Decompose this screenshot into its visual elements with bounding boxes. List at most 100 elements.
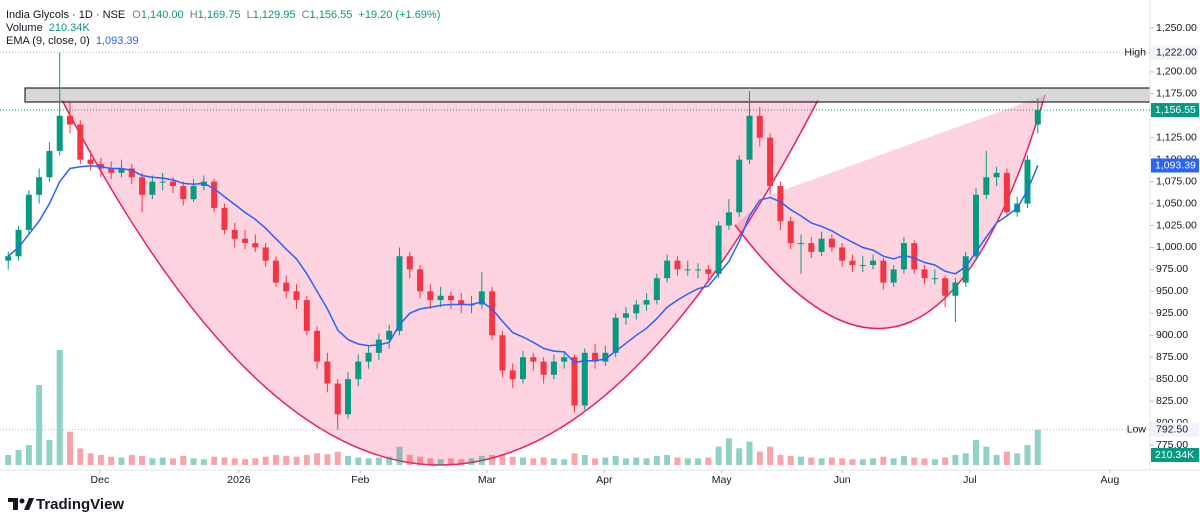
candle-body	[530, 357, 537, 362]
candle-body	[746, 115, 753, 160]
cup-curve	[61, 99, 819, 466]
candle-body	[180, 186, 187, 200]
volume-bar	[417, 456, 424, 465]
candle-body	[334, 383, 341, 415]
volume-bar	[231, 458, 238, 465]
volume-bar	[684, 458, 691, 465]
candle-body	[828, 238, 835, 248]
volume-bar	[478, 455, 485, 465]
candle-body	[25, 194, 32, 230]
volume-bar	[303, 455, 310, 465]
candle-body	[705, 269, 712, 274]
candle-body	[520, 357, 527, 380]
volume-bar	[139, 455, 146, 465]
candle-body	[252, 243, 259, 248]
legend-name: Volume	[6, 22, 43, 34]
volume-bar	[190, 458, 197, 465]
volume-bar	[324, 454, 331, 465]
candle-body	[149, 181, 156, 195]
volume-bar	[447, 458, 454, 465]
candle-body	[983, 177, 990, 195]
logo-mark	[19, 498, 25, 504]
candle-body	[417, 269, 424, 292]
volume-bar	[622, 458, 629, 465]
candle-body	[15, 229, 22, 257]
candle-body	[324, 361, 331, 384]
resistance-zone	[24, 87, 1151, 103]
volume-bar	[25, 445, 32, 465]
ohlc-value: 1,156.55	[310, 9, 353, 21]
volume-bar	[983, 446, 990, 465]
candle-body	[839, 247, 846, 261]
candle-body	[128, 168, 135, 178]
candle-body	[962, 256, 969, 283]
candle-body	[489, 291, 496, 336]
ohlc-key: O	[132, 9, 141, 21]
marker-box	[1151, 45, 1199, 60]
volume-bar	[550, 458, 557, 465]
volume-bar	[962, 453, 969, 465]
y-tick-label: 975.00	[1156, 263, 1188, 275]
candle-body	[344, 379, 351, 415]
volume-bar	[67, 431, 74, 465]
volume-bar	[787, 455, 794, 465]
candle-body	[880, 260, 887, 283]
volume-bar	[911, 457, 918, 465]
volume-bar	[695, 458, 702, 465]
candle-body	[942, 278, 949, 296]
volume-bar	[952, 455, 959, 465]
volume-bar	[592, 458, 599, 465]
legend-value: 1,093.39	[96, 35, 139, 47]
candle-body	[592, 352, 599, 362]
y-tick-label: 1,175.00	[1156, 88, 1197, 100]
y-tick-label: 875.00	[1156, 351, 1188, 363]
marker-value: 1,222.00	[1156, 46, 1197, 58]
ema-legend: EMA (9, close, 0) 1,093.39	[6, 35, 139, 47]
x-tick-label: Jul	[963, 474, 976, 486]
candle-body	[633, 304, 640, 314]
candle-body	[808, 243, 815, 252]
volume-bar	[746, 441, 753, 465]
volume-bar	[1034, 429, 1041, 465]
candle-body	[756, 115, 763, 138]
marker-value: 792.50	[1156, 423, 1188, 435]
candle-body	[190, 186, 197, 200]
volume-bar	[334, 451, 341, 465]
candle-body	[46, 150, 53, 178]
change: +19.20 (+1.69%)	[358, 9, 440, 21]
candle-body	[365, 352, 372, 362]
candle-body	[931, 278, 938, 280]
volume-legend: Volume 210.34K	[6, 22, 90, 34]
candle-body	[900, 243, 907, 270]
volume-bar	[36, 385, 43, 465]
candle-body	[293, 291, 300, 301]
candle-body	[211, 181, 218, 208]
volume-bar	[973, 440, 980, 465]
candle-body	[921, 269, 928, 279]
ohlc-key: H	[190, 9, 198, 21]
volume-bar	[643, 458, 650, 465]
volume-bar	[808, 457, 815, 465]
ema-label: 1,093.39	[1155, 159, 1196, 171]
candle-body	[221, 207, 228, 230]
volume-label: 210.34K	[1155, 449, 1194, 461]
volume-bar	[530, 458, 537, 465]
candle-body	[602, 352, 609, 362]
candle-body	[725, 212, 732, 226]
candle-body	[437, 295, 444, 301]
y-tick-label: 1,075.00	[1156, 175, 1197, 187]
volume-bar	[993, 455, 1000, 465]
candle-body	[859, 265, 866, 267]
candle-body	[849, 260, 856, 266]
volume-bar	[561, 459, 568, 465]
volume-bar	[859, 459, 866, 465]
header-line: India Glycols · 1D · NSE O1,140.00 H1,16…	[6, 9, 440, 21]
candle-body	[159, 181, 166, 183]
x-tick-label: Aug	[1101, 474, 1120, 486]
legend-name: EMA (9, close, 0)	[6, 35, 90, 47]
cup-fill	[62, 100, 818, 465]
candle-body	[767, 137, 774, 187]
candle-body	[684, 269, 691, 271]
volume-bar	[108, 456, 115, 465]
